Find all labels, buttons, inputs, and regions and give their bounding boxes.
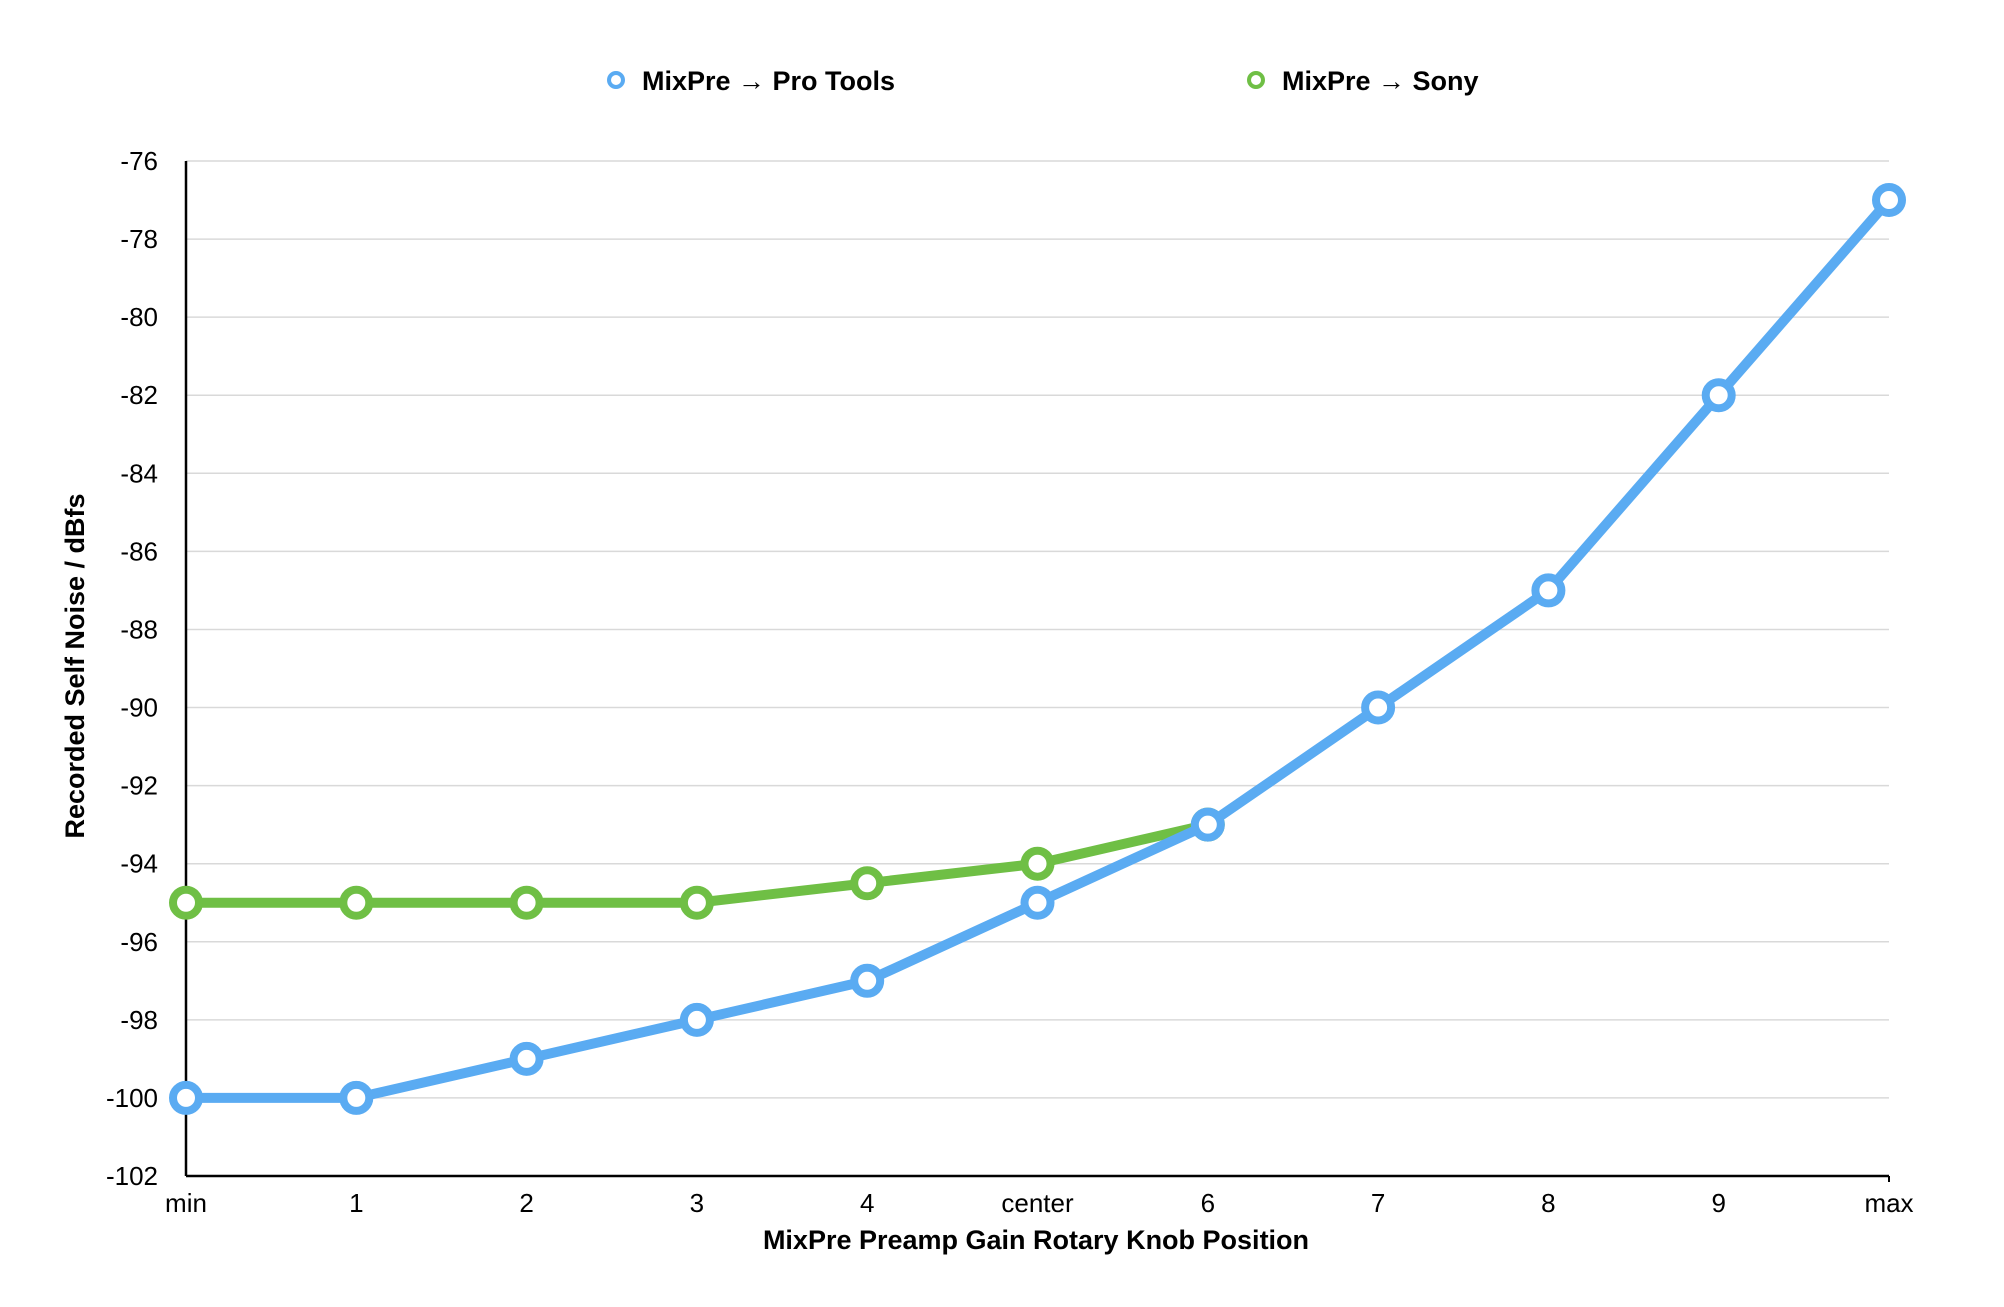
data-point	[509, 885, 544, 920]
data-point	[509, 1041, 544, 1076]
data-point	[679, 1002, 714, 1037]
y-tick-label: -102	[106, 1161, 158, 1191]
x-tick-label: 7	[1371, 1188, 1385, 1218]
gridlines	[186, 160, 1889, 1099]
y-tick-label: -84	[120, 458, 158, 488]
data-point	[339, 1080, 374, 1115]
x-tick-label: 2	[519, 1188, 533, 1218]
y-tick-label: -98	[120, 1005, 158, 1035]
data-point	[850, 963, 885, 998]
series-group	[169, 183, 1906, 1115]
y-tick-label: -96	[120, 927, 158, 957]
series-0	[169, 183, 1906, 1115]
y-axis-title: Recorded Self Noise / dBfs	[60, 493, 90, 838]
data-point	[1190, 807, 1225, 842]
y-tick-label: -76	[120, 146, 158, 176]
y-tick-label: -88	[120, 614, 158, 644]
x-tick-label: 4	[860, 1188, 874, 1218]
x-tick-label: 9	[1711, 1188, 1725, 1218]
tick-labels: -76 -78 -80 -82 -84 -86 -88 -90 -92 -94 -96 -98 -100…	[106, 146, 1914, 1218]
x-axis-title: MixPre Preamp Gain Rotary Knob Position	[763, 1225, 1309, 1255]
y-tick-label: -92	[120, 771, 158, 801]
legend: MixPre → Pro Tools MixPre → Sony	[607, 66, 1479, 96]
y-tick-label: -86	[120, 536, 158, 566]
data-point	[339, 885, 374, 920]
y-tick-label: -100	[106, 1083, 158, 1113]
data-point	[850, 866, 885, 901]
data-point	[1531, 573, 1566, 608]
x-tick-label: 6	[1201, 1188, 1215, 1218]
data-point	[1020, 885, 1055, 920]
y-tick-label: -94	[120, 849, 158, 879]
legend-item-0: MixPre → Pro Tools	[607, 66, 895, 96]
y-tick-label: -82	[120, 380, 158, 410]
x-tick-label: max	[1864, 1188, 1913, 1218]
data-point	[1701, 378, 1736, 413]
x-tick-label: min	[165, 1188, 207, 1218]
legend-marker	[1247, 71, 1265, 89]
legend-label: MixPre → Sony	[1282, 66, 1479, 96]
x-tick-label: 3	[690, 1188, 704, 1218]
data-point	[1361, 690, 1396, 725]
data-point	[169, 885, 203, 920]
x-tick-label: center	[1001, 1188, 1074, 1218]
legend-item-1: MixPre → Sony	[1247, 66, 1479, 96]
data-point	[1020, 846, 1055, 881]
legend-label: MixPre → Pro Tools	[642, 66, 895, 96]
y-tick-label: -90	[120, 693, 158, 723]
series-line	[181, 195, 1894, 1103]
data-point	[169, 1080, 203, 1115]
axes	[184, 161, 1890, 1182]
data-point	[679, 885, 714, 920]
y-tick-label: -80	[120, 302, 158, 332]
y-tick-label: -78	[120, 224, 158, 254]
x-tick-label: 8	[1541, 1188, 1555, 1218]
x-tick-label: 1	[349, 1188, 363, 1218]
data-point	[1872, 183, 1906, 218]
legend-marker	[607, 71, 625, 89]
